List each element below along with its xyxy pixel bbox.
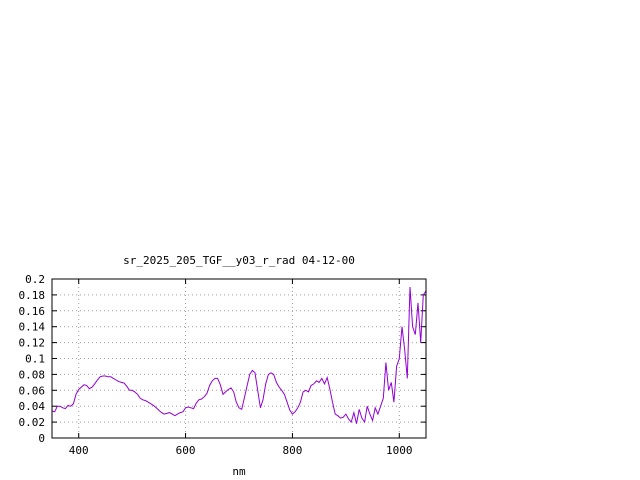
y-tick-label: 0.02	[19, 416, 46, 429]
x-tick-label: 600	[176, 444, 196, 457]
x-tick-label: 1000	[386, 444, 413, 457]
plot-frame	[51, 278, 427, 439]
y-tick-label: 0.2	[25, 273, 45, 286]
y-tick-label: 0.12	[19, 337, 46, 350]
y-tick-label: 0.06	[19, 384, 46, 397]
y-axis-tick-labels: 0 0.02 0.04 0.06 0.08 0.1 0.12 0.14 0.16 0.18 0.2	[19, 273, 46, 445]
y-tick-label: 0.08	[19, 368, 46, 381]
y-tick-label: 0	[38, 432, 45, 445]
x-axis-tick-labels: 400 600 800 1000	[69, 444, 413, 457]
chart-title: sr_2025_205_TGF__y03_r_rad 04-12-00	[123, 254, 355, 267]
series-line	[51, 286, 427, 424]
y-tick-label: 0.14	[19, 321, 46, 334]
y-tick-label: 0.1	[25, 353, 45, 366]
y-tick-label: 0.04	[19, 400, 46, 413]
grid-lines	[52, 279, 426, 438]
y-tick-label: 0.16	[19, 305, 46, 318]
y-tick-label: 0.18	[19, 289, 46, 302]
x-tick-label: 800	[282, 444, 302, 457]
x-axis-label: nm	[232, 465, 246, 478]
x-tick-label: 400	[69, 444, 89, 457]
